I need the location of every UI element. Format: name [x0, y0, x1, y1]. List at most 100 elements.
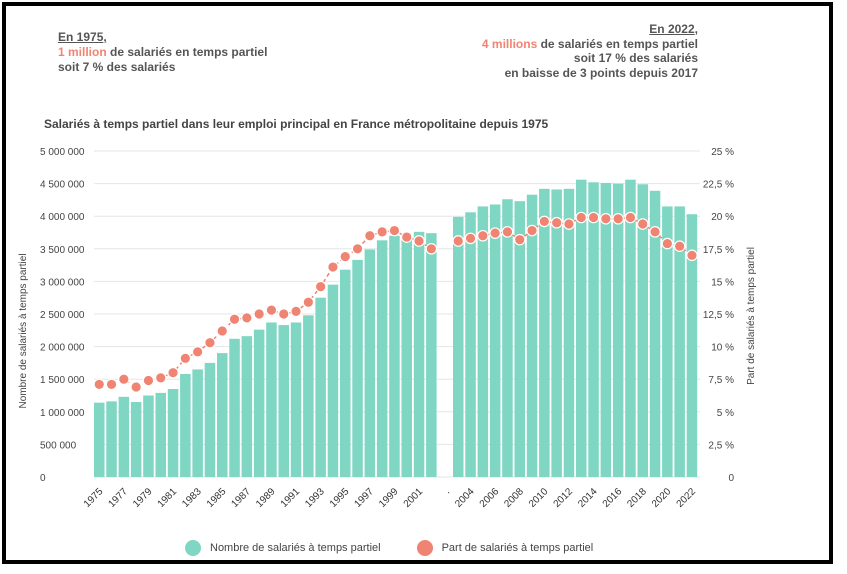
share-point — [673, 240, 686, 252]
bar — [352, 259, 363, 477]
bar — [130, 402, 142, 477]
share-point — [686, 249, 698, 262]
y-tick-label-left: 1 500 000 — [40, 375, 85, 386]
share-point — [464, 232, 477, 245]
x-tick-label: . — [442, 486, 452, 496]
x-tick-label: 1991 — [279, 486, 303, 510]
y-tick-label-right: 0 — [728, 473, 734, 484]
bar — [94, 402, 105, 477]
share-point — [636, 218, 649, 230]
share-point — [501, 226, 514, 238]
share-point — [649, 226, 661, 238]
annotation-1975-heading: En 1975 — [58, 30, 104, 44]
bar — [376, 240, 388, 477]
x-tick-label: 2008 — [502, 486, 526, 510]
bar — [241, 336, 253, 477]
y-tick-label-right: 5 % — [717, 408, 734, 419]
x-tick-label: 2006 — [478, 486, 502, 510]
y-tick-label-left: 4 500 000 — [40, 180, 85, 191]
x-tick-label: 2012 — [552, 486, 576, 510]
share-point — [142, 374, 155, 387]
bar — [686, 214, 698, 477]
share-point — [241, 312, 253, 324]
bar — [204, 362, 216, 477]
bar — [563, 188, 575, 478]
x-tick-label: 1989 — [254, 486, 278, 510]
share-line — [99, 229, 432, 388]
bar — [118, 396, 130, 477]
share-point — [351, 243, 364, 255]
share-point — [327, 261, 339, 273]
x-tick-label: 1981 — [156, 486, 180, 510]
share-point — [600, 213, 612, 225]
x-tick-label: 2022 — [675, 486, 699, 510]
y-tick-label-right: 22,5 % — [703, 180, 734, 191]
share-point — [661, 237, 674, 250]
y-tick-label-right: 12,5 % — [703, 310, 734, 321]
bar — [588, 182, 599, 477]
share-point — [253, 308, 265, 320]
y-tick-label-left: 5 000 000 — [40, 147, 85, 158]
bar — [180, 373, 191, 477]
share-point — [376, 226, 388, 238]
share-point — [314, 280, 327, 293]
share-point — [550, 216, 563, 229]
bar — [453, 216, 464, 478]
bar — [502, 199, 513, 478]
y-tick-label-right: 20 % — [711, 212, 734, 223]
annotation-2022-line2: soit 17 % des salariés — [573, 51, 698, 65]
image-frame — [2, 2, 833, 564]
share-point — [179, 352, 192, 365]
y-tick-label-left: 2 000 000 — [40, 343, 85, 354]
share-point — [400, 231, 413, 243]
share-point — [339, 250, 352, 263]
share-point — [265, 304, 278, 316]
share-point — [587, 211, 600, 224]
x-tick-label: 1995 — [328, 486, 352, 510]
x-tick-label: 2018 — [625, 486, 649, 510]
share-point — [167, 366, 179, 379]
x-tick-label: 1975 — [82, 486, 106, 510]
y-tick-label-left: 3 500 000 — [40, 245, 85, 256]
bar — [662, 206, 673, 478]
bar — [278, 325, 289, 477]
share-point — [526, 224, 538, 237]
bar — [551, 189, 562, 477]
annotation-1975-line1: de salariés en temps partiel — [106, 45, 268, 59]
share-point — [118, 373, 130, 385]
x-tick-label: 1993 — [303, 486, 327, 510]
annotation-2022: En 2022, 4 millions de salariés en temps… — [481, 22, 698, 80]
legend-label-dots: Part de salariés à temps partiel — [441, 542, 594, 554]
bar — [649, 190, 661, 477]
bar — [192, 369, 203, 477]
y-tick-label-left: 3 000 000 — [40, 277, 85, 288]
y-tick-label-right: 2,5 % — [708, 440, 734, 451]
bar — [340, 269, 351, 477]
bar — [539, 188, 550, 478]
bar — [229, 338, 240, 477]
y-tick-label-left: 500 000 — [40, 440, 77, 451]
bar — [290, 322, 302, 477]
bar — [637, 184, 648, 477]
y-tick-label-right: 17,5 % — [703, 245, 734, 256]
share-line — [458, 216, 693, 256]
x-tick-label: 1977 — [106, 486, 130, 510]
share-point — [364, 229, 376, 242]
share-point — [624, 211, 637, 224]
bar — [401, 238, 412, 477]
x-tick-label: 1997 — [352, 486, 376, 510]
share-point — [130, 381, 142, 393]
bar — [489, 204, 501, 478]
y-tick-label-right: 15 % — [711, 277, 734, 288]
y-tick-label-right: 25 % — [711, 147, 734, 158]
bar — [477, 206, 489, 478]
share-point — [425, 243, 438, 255]
share-point — [388, 224, 401, 237]
annotation-1975-highlight: 1 million — [58, 45, 107, 59]
share-point — [105, 378, 118, 391]
y-tick-label-left: 0 — [40, 473, 46, 484]
x-tick-label: 2020 — [650, 486, 674, 510]
x-tick-label: 2004 — [453, 486, 477, 510]
share-point — [413, 235, 425, 247]
